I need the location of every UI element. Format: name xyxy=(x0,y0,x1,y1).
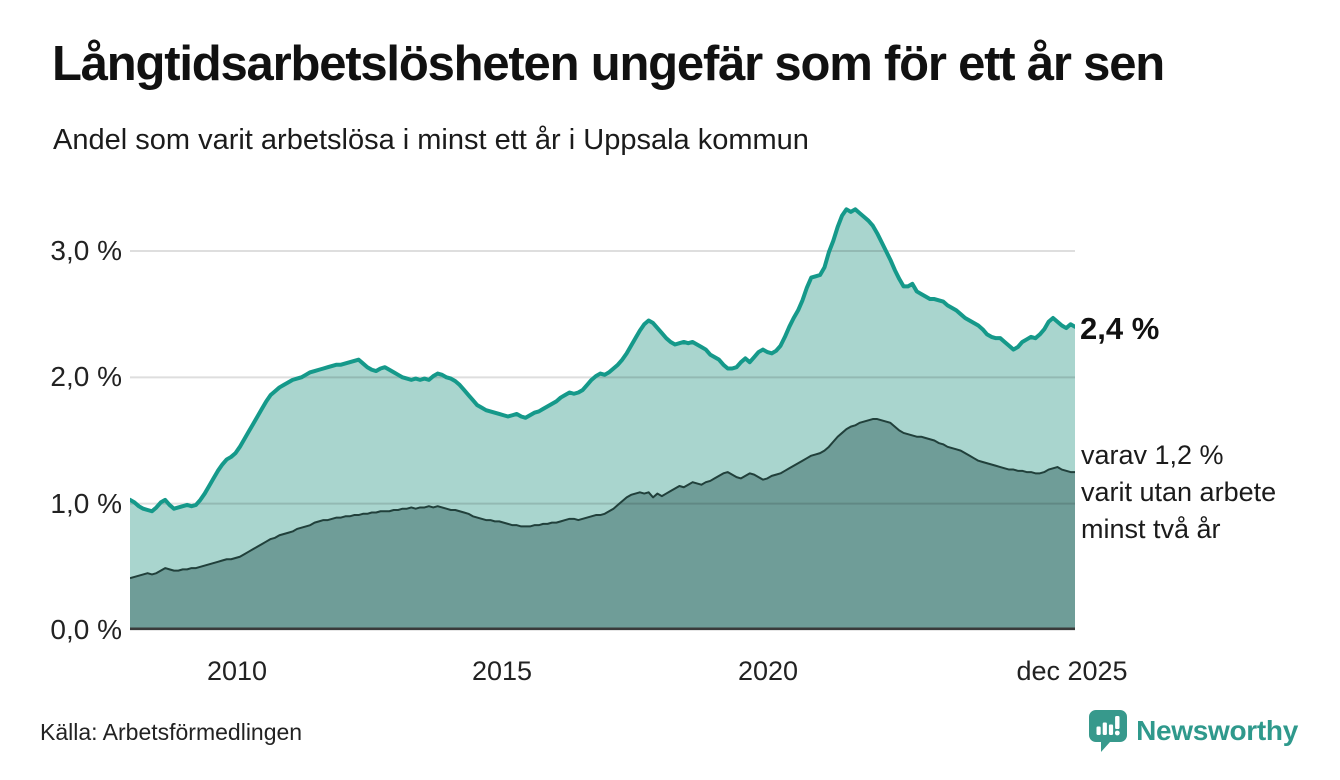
page-title: Långtidsarbetslösheten ungefär som för e… xyxy=(52,37,1165,91)
y-axis-tick-label: 2,0 % xyxy=(50,361,122,392)
x-axis-tick-label: dec 2025 xyxy=(1016,656,1128,686)
y-axis-tick-label: 3,0 % xyxy=(50,235,122,266)
latest-value-label: 2,4 % xyxy=(1080,311,1160,346)
source-text: Källa: Arbetsförmedlingen xyxy=(40,719,303,745)
secondary-annotation: varav 1,2 % varit utan arbete minst två … xyxy=(1081,437,1276,548)
secondary-annotation-line: varit utan arbete xyxy=(1081,477,1277,507)
newsworthy-logo-icon xyxy=(1089,710,1128,752)
newsworthy-wordmark: Newsworthy xyxy=(1136,715,1298,746)
page-subtitle: Andel som varit arbetslösa i minst ett å… xyxy=(53,124,809,156)
x-axis-tick-label: 2010 xyxy=(206,656,268,686)
secondary-annotation-line: varav 1,2 % xyxy=(1081,440,1224,470)
gridlines xyxy=(130,250,1075,505)
y-axis-tick-label: 1,0 % xyxy=(50,488,122,519)
area-fill-two-years xyxy=(130,419,1075,630)
unemployment-area-chart xyxy=(130,207,1075,631)
y-axis-tick-label: 0,0 % xyxy=(50,614,122,645)
newsworthy-logo: Newsworthy xyxy=(1088,708,1298,754)
series-line-one-year xyxy=(130,207,1075,514)
x-axis-tick-label: 2020 xyxy=(737,656,799,686)
series-line-two-years xyxy=(130,418,1075,580)
x-axis-tick-label: 2015 xyxy=(471,656,533,686)
secondary-annotation-line: minst två år xyxy=(1081,514,1221,544)
